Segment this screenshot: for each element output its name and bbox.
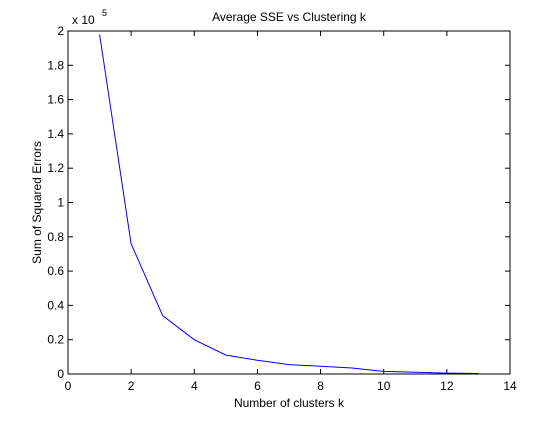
- y-axis-ticks: 0 0.2 0.4 0.6 0.8 1 1.2 1.4 1.6 1.8 2: [47, 24, 510, 381]
- y-tick-label: 1.8: [47, 58, 64, 72]
- y-tick-label: 1: [57, 196, 64, 210]
- y-tick-label: 0.2: [47, 333, 64, 347]
- y-scale-factor-exponent: 5: [102, 8, 107, 18]
- y-tick-label: 0.6: [47, 264, 64, 278]
- y-tick-label: 0.4: [47, 298, 64, 312]
- series-layer: [99, 34, 479, 374]
- y-tick-label: 1.6: [47, 93, 64, 107]
- x-tick-label: 4: [191, 379, 198, 393]
- y-tick-label: 0.8: [47, 230, 64, 244]
- series-line: [99, 34, 479, 374]
- plot-area: [68, 31, 510, 374]
- x-tick-label: 6: [254, 379, 261, 393]
- y-axis-title: Sum of Squared Errors: [30, 141, 44, 264]
- x-tick-label: 0: [65, 379, 72, 393]
- y-tick-label: 2: [57, 24, 64, 38]
- x-axis-title: Number of clusters k: [234, 396, 345, 410]
- x-tick-label: 2: [128, 379, 135, 393]
- y-tick-label: 1.2: [47, 161, 64, 175]
- y-tick-label: 0: [57, 367, 64, 381]
- y-tick-label: 1.4: [47, 127, 64, 141]
- chart-title: Average SSE vs Clustering k: [212, 10, 367, 24]
- x-tick-label: 10: [377, 379, 391, 393]
- plot-frame: [67, 30, 511, 375]
- x-tick-label: 8: [317, 379, 324, 393]
- y-scale-factor-base: x 10: [72, 13, 95, 27]
- x-tick-label: 12: [440, 379, 454, 393]
- x-tick-label: 14: [503, 379, 517, 393]
